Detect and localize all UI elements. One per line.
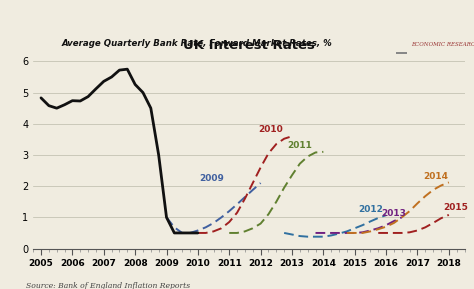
Text: Average Quarterly Bank Rate, Forward Market Rates, %: Average Quarterly Bank Rate, Forward Mar…	[62, 39, 332, 48]
Title: UK Interest Rates: UK Interest Rates	[183, 39, 315, 52]
Text: ECONOMIC RESEARCH COUNCIL: ECONOMIC RESEARCH COUNCIL	[410, 42, 474, 47]
Text: 2014: 2014	[423, 172, 448, 181]
Text: 2010: 2010	[258, 125, 283, 134]
Text: 2012: 2012	[358, 205, 383, 214]
Text: 2013: 2013	[382, 209, 406, 218]
Text: 2011: 2011	[287, 141, 312, 150]
Text: Source: Bank of England Inflation Reports: Source: Bank of England Inflation Report…	[26, 281, 190, 289]
Text: 2015: 2015	[443, 203, 468, 212]
Text: 2009: 2009	[200, 175, 224, 184]
